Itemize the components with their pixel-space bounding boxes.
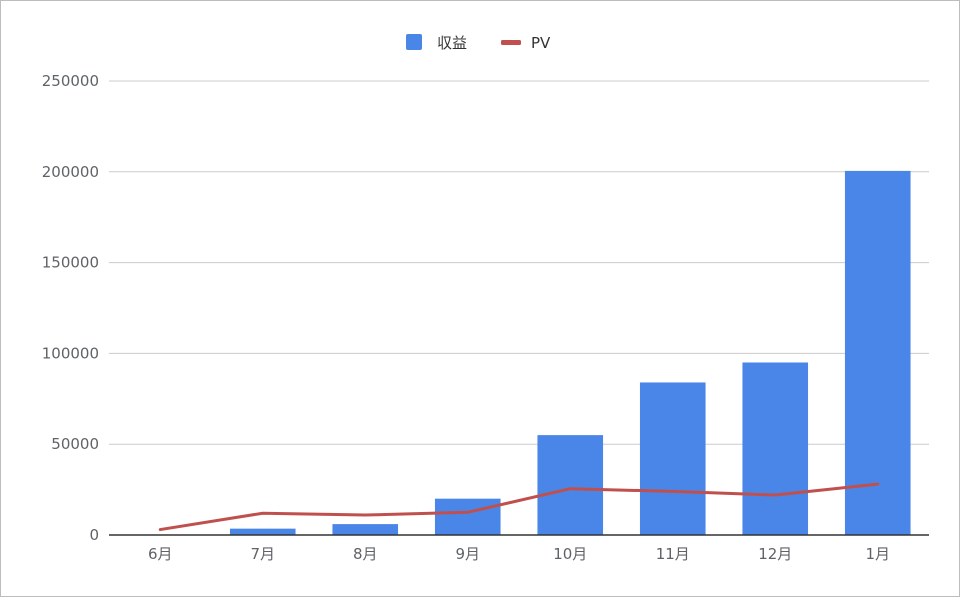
x-tick-label: 8月	[353, 545, 378, 563]
y-tick-label: 150000	[42, 254, 99, 272]
bar-revenue	[640, 382, 706, 535]
bar-revenue	[537, 435, 603, 535]
y-tick-label: 50000	[51, 435, 99, 453]
legend-swatch-pv	[501, 40, 521, 45]
bar-revenue	[845, 171, 911, 535]
bar-revenue	[332, 524, 398, 535]
x-tick-label: 7月	[250, 545, 275, 563]
x-tick-label: 6月	[148, 545, 173, 563]
x-tick-label: 9月	[455, 545, 480, 563]
y-tick-label: 0	[89, 526, 99, 544]
bar-revenue	[230, 529, 296, 535]
y-tick-label: 200000	[42, 163, 99, 181]
legend-label-revenue: 収益	[437, 34, 467, 52]
bar-revenue	[742, 362, 808, 535]
legend-label-pv: PV	[531, 34, 551, 52]
x-tick-label: 1月	[865, 545, 890, 563]
x-tick-label: 12月	[758, 545, 792, 563]
y-tick-label: 100000	[42, 344, 99, 362]
x-tick-label: 10月	[553, 545, 587, 563]
legend: 収益 PV	[406, 34, 551, 52]
axis-layer: 6月 7月 8月 9月 10月 11月 12月 1月	[109, 535, 929, 563]
legend-swatch-revenue	[406, 34, 422, 50]
bar-revenue	[435, 499, 501, 535]
y-tick-label: 250000	[42, 72, 99, 90]
x-tick-label: 11月	[656, 545, 690, 563]
